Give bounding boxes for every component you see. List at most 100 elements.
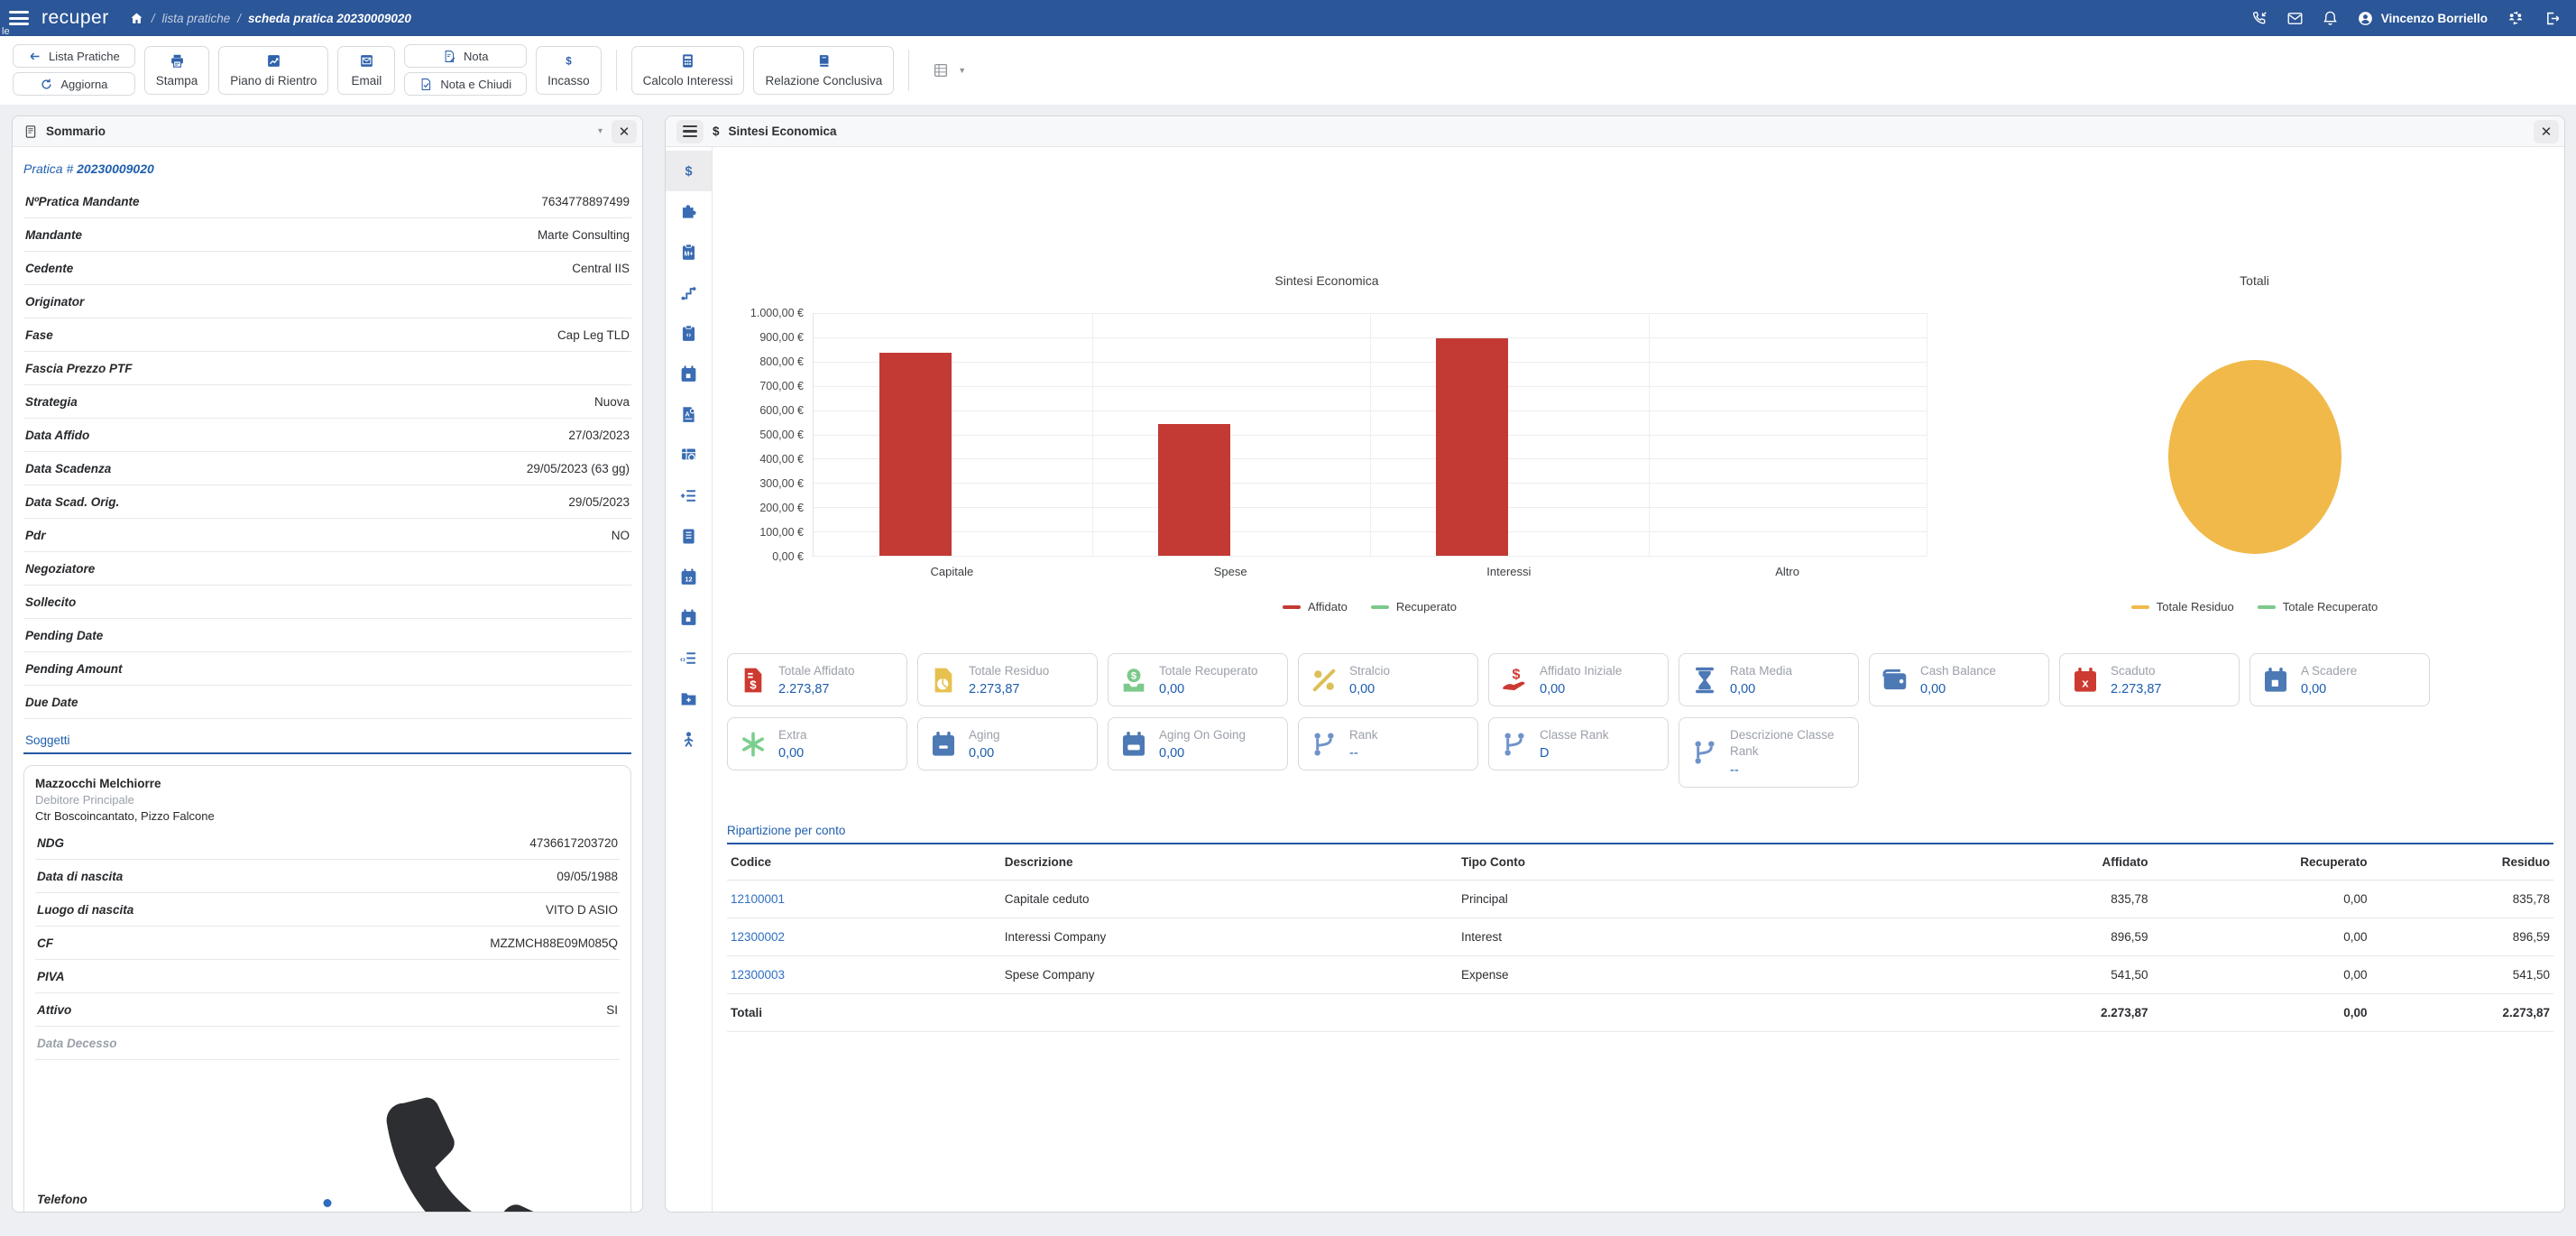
stat-card-totale-affidato[interactable]: $Totale Affidato2.273,87 <box>727 653 907 706</box>
calcolo-interessi-button[interactable]: Calcolo Interessi <box>631 46 745 95</box>
rail-item-calendar-event-2[interactable] <box>666 597 712 638</box>
nota-button[interactable]: Nota <box>404 44 527 68</box>
phone-incoming-icon[interactable] <box>2251 10 2268 27</box>
totale-residuo-icon <box>929 666 958 695</box>
stat-value: 0,00 <box>1540 682 1622 696</box>
field-row-data-affido: Data Affido27/03/2023 <box>23 419 631 452</box>
person-icon <box>679 730 698 749</box>
field-row-data-scadenza: Data Scadenza29/05/2023 (63 gg) <box>23 452 631 485</box>
printer-icon <box>170 53 185 69</box>
stat-card-rank[interactable]: Rank-- <box>1298 717 1478 770</box>
logout-icon[interactable] <box>2544 10 2562 27</box>
y-tick-label: 500,00 € <box>759 429 804 441</box>
mail-icon[interactable] <box>2286 10 2304 27</box>
soggetti-section-title[interactable]: Soggetti <box>23 719 631 754</box>
field-value: VITO D ASIO <box>546 903 618 917</box>
stat-card-aging-on-going[interactable]: Aging On Going0,00 <box>1108 717 1288 770</box>
email-button[interactable]: Email <box>337 46 395 95</box>
bar-affidato-capitale[interactable] <box>879 353 952 556</box>
home-icon[interactable] <box>129 11 144 26</box>
stat-card-affidato-iniziale[interactable]: $Affidato Iniziale0,00 <box>1488 653 1669 706</box>
extra-icon <box>739 730 768 759</box>
account-breakdown-title[interactable]: Ripartizione per conto <box>727 824 2553 844</box>
economic-summary-icon: $ <box>679 161 698 180</box>
stampa-button[interactable]: Stampa <box>144 46 210 95</box>
stat-card-stralcio[interactable]: Stralcio0,00 <box>1298 653 1478 706</box>
rail-item-economic-summary[interactable]: $ <box>666 151 712 191</box>
relazione-conclusiva-button[interactable]: Relazione Conclusiva <box>753 46 894 95</box>
totals-value: 0,00 <box>2152 994 2371 1031</box>
stat-card-classe-rank[interactable]: Classe RankD <box>1488 717 1669 770</box>
legend-item-affidato[interactable]: Affidato <box>1283 600 1348 613</box>
stat-card-descrizione-classe-rank[interactable]: Descrizione Classe Rank-- <box>1679 717 1859 787</box>
legend-label: Recuperato <box>1396 600 1457 613</box>
layout-menu-button[interactable]: ▼ <box>933 62 966 78</box>
rail-item-mandate-add[interactable]: M+ <box>666 232 712 272</box>
scrollbar-thumb[interactable] <box>324 1199 332 1207</box>
stat-value: 0,00 <box>1159 682 1258 696</box>
stat-card-extra[interactable]: Extra0,00 <box>727 717 907 770</box>
wallet-glyph <box>1881 666 1909 695</box>
rail-item-calendar-event[interactable] <box>666 354 712 394</box>
incasso-button[interactable]: $Incasso <box>536 46 602 95</box>
rail-item-notebook[interactable] <box>666 516 712 557</box>
piano-di-rientro-button[interactable]: Piano di Rientro <box>218 46 328 95</box>
stat-card-aging[interactable]: Aging0,00 <box>917 717 1098 770</box>
close-sintesi-icon[interactable]: ✕ <box>2534 120 2559 143</box>
field-row-luogo-di-nascita: Luogo di nascitaVITO D ASIO <box>35 893 620 927</box>
stat-card-cash-balance[interactable]: Cash Balance0,00 <box>1869 653 2049 706</box>
account-affidato: 541,50 <box>1933 956 2152 993</box>
bell-icon[interactable] <box>2322 10 2339 27</box>
legend-item-recuperato[interactable]: Recuperato <box>1371 600 1457 613</box>
calendar-minus-glyph <box>929 730 958 759</box>
rail-item-calendar-date[interactable]: 12 <box>666 557 712 597</box>
user-switch-icon[interactable] <box>2506 9 2525 27</box>
stat-card-scaduto[interactable]: xScaduto2.273,87 <box>2059 653 2240 706</box>
panel-menu-icon[interactable] <box>676 120 704 143</box>
stat-card-totale-residuo[interactable]: Totale Residuo2.273,87 <box>917 653 1098 706</box>
document-attachment-icon: A <box>679 405 698 424</box>
account-code-link[interactable]: 12300003 <box>727 956 1001 993</box>
user-menu[interactable]: Vincenzo Borriello <box>2357 10 2488 27</box>
lista-pratiche-button[interactable]: Lista Pratiche <box>13 44 135 68</box>
rail-item-person[interactable] <box>666 719 712 760</box>
rail-item-connections[interactable] <box>666 191 712 232</box>
collapse-caret-icon[interactable]: ▾ <box>589 126 612 136</box>
stat-card-totale-recuperato[interactable]: $Totale Recuperato0,00 <box>1108 653 1288 706</box>
field-row-fascia-prezzo-ptf: Fascia Prezzo PTF <box>23 352 631 385</box>
field-label: Data Affido <box>25 429 89 442</box>
account-description: Capitale ceduto <box>1001 881 1458 918</box>
legend-item-totale-recuperato[interactable]: Totale Recuperato <box>2258 600 2378 613</box>
close-sommario-icon[interactable]: ✕ <box>612 120 637 143</box>
bar-chart: Sintesi Economica 1.000,00 €900,00 €800,… <box>727 273 1927 613</box>
rail-item-table-search[interactable] <box>666 435 712 475</box>
account-code-link[interactable]: 12300002 <box>727 918 1001 955</box>
field-row-pending-amount: Pending Amount <box>23 652 631 686</box>
nota-e-chiudi-button[interactable]: Nota e Chiudi <box>404 72 527 96</box>
field-label: Negoziatore <box>25 562 95 576</box>
rail-item-workflow[interactable] <box>666 272 712 313</box>
user-circle-glyph <box>2357 10 2374 27</box>
subject-card[interactable]: Mazzocchi Melchiorre Debitore Principale… <box>23 765 631 1212</box>
bar-chart-title: Sintesi Economica <box>727 273 1927 288</box>
rail-item-document-attachment[interactable]: A <box>666 394 712 435</box>
aggiorna-button[interactable]: Aggiorna <box>13 72 135 96</box>
account-code-link[interactable]: 12100001 <box>727 881 1001 918</box>
bar-affidato-spese[interactable] <box>1158 424 1230 556</box>
bar-affidato-interessi[interactable] <box>1436 338 1508 556</box>
breadcrumb-parent[interactable]: lista pratiche <box>161 12 230 25</box>
rail-item-folder-add[interactable] <box>666 678 712 719</box>
main-content: Sommario ▾ ✕ Pratica # 20230009020 NºPra… <box>0 105 2576 1225</box>
menu-hamburger-icon[interactable] <box>9 11 29 25</box>
legend-item-totale-residuo[interactable]: Totale Residuo <box>2131 600 2234 613</box>
rail-item-list-code[interactable]: ‹› <box>666 638 712 678</box>
stat-card-rata-media[interactable]: Rata Media0,00 <box>1679 653 1859 706</box>
app-logo[interactable]: recuper <box>41 7 109 29</box>
stat-label: Rata Media <box>1730 664 1792 678</box>
mail-square-icon <box>359 53 374 69</box>
rail-item-clipboard-code[interactable]: ‹› <box>666 313 712 354</box>
stat-card-a-scadere[interactable]: A Scadere0,00 <box>2249 653 2430 706</box>
bar-group-altro <box>1649 313 1927 556</box>
rail-item-list-add[interactable] <box>666 475 712 516</box>
pratica-number-line: Pratica # 20230009020 <box>23 156 631 185</box>
